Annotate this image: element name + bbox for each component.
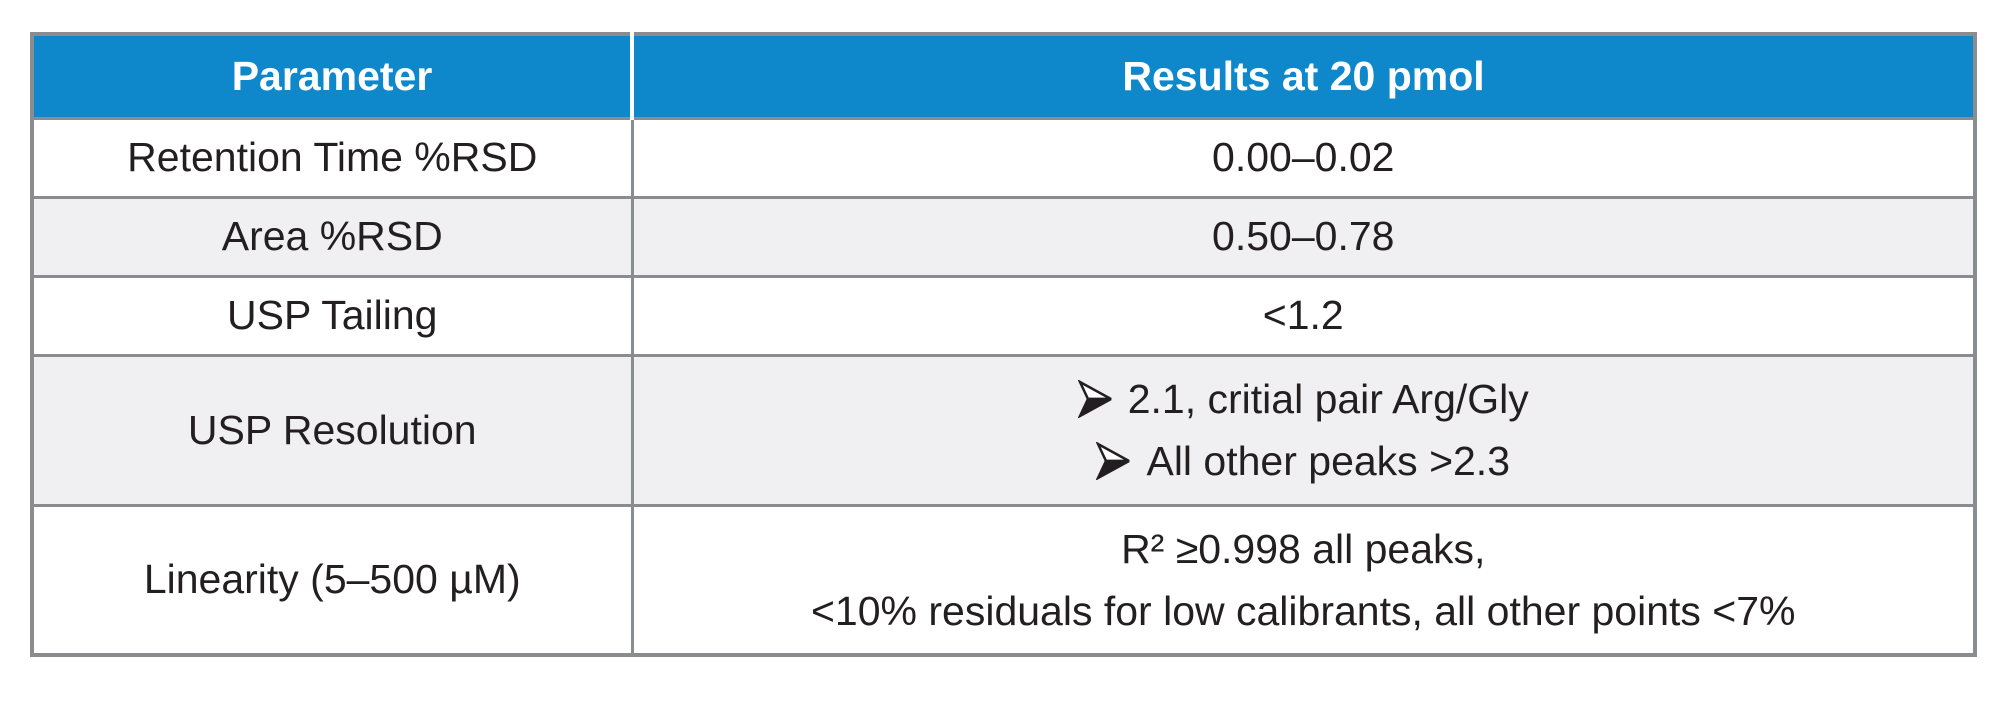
parameter-cell: USP Tailing [30,274,634,357]
table-row-usp-tailing: USP Tailing <1.2 [30,274,1977,357]
result-line: All other peaks >2.3 [644,430,1964,492]
header-row: Parameter Results at 20 pmol [30,32,1977,120]
table-row-usp-resolution: USP Resolution 2.1, critial pair Arg/Gly [30,353,1977,507]
result-line-text: <10% residuals for low calibrants, all o… [810,587,1796,634]
result-cell: 2.1, critial pair Arg/Gly All other peak… [630,353,1977,507]
parameter-cell: USP Resolution [30,353,634,507]
result-line: R² ≥0.998 all peaks, [644,518,1964,580]
result-line-text: 2.1, critial pair Arg/Gly [1127,376,1529,422]
parameter-cell: Area %RSD [30,195,634,278]
arrowhead-right-icon [1077,380,1112,418]
arrowhead-right-icon [1096,442,1131,480]
parameter-cell: Retention Time %RSD [30,116,634,199]
result-line: 2.1, critial pair Arg/Gly [644,368,1964,430]
table-row-area-rsd: Area %RSD 0.50–0.78 [30,195,1977,278]
result-cell: <1.2 [630,274,1977,357]
results-table: Parameter Results at 20 pmol Retention T… [30,32,1977,657]
header-cell-parameter: Parameter [30,32,634,120]
result-cell: 0.00–0.02 [630,116,1977,199]
results-table-container: Parameter Results at 20 pmol Retention T… [30,32,1977,657]
result-cell: 0.50–0.78 [630,195,1977,278]
result-line-text: All other peaks >2.3 [1146,438,1511,484]
parameter-cell: Linearity (5–500 µM) [30,503,634,657]
result-line-text: R² ≥0.998 all peaks, [1121,525,1486,572]
table-row-linearity: Linearity (5–500 µM) R² ≥0.998 all peaks… [30,503,1977,657]
result-line: <10% residuals for low calibrants, all o… [644,580,1964,642]
header-cell-results: Results at 20 pmol [630,32,1977,120]
result-cell: R² ≥0.998 all peaks, <10% residuals for … [630,503,1977,657]
table-row-retention-time: Retention Time %RSD 0.00–0.02 [30,116,1977,199]
